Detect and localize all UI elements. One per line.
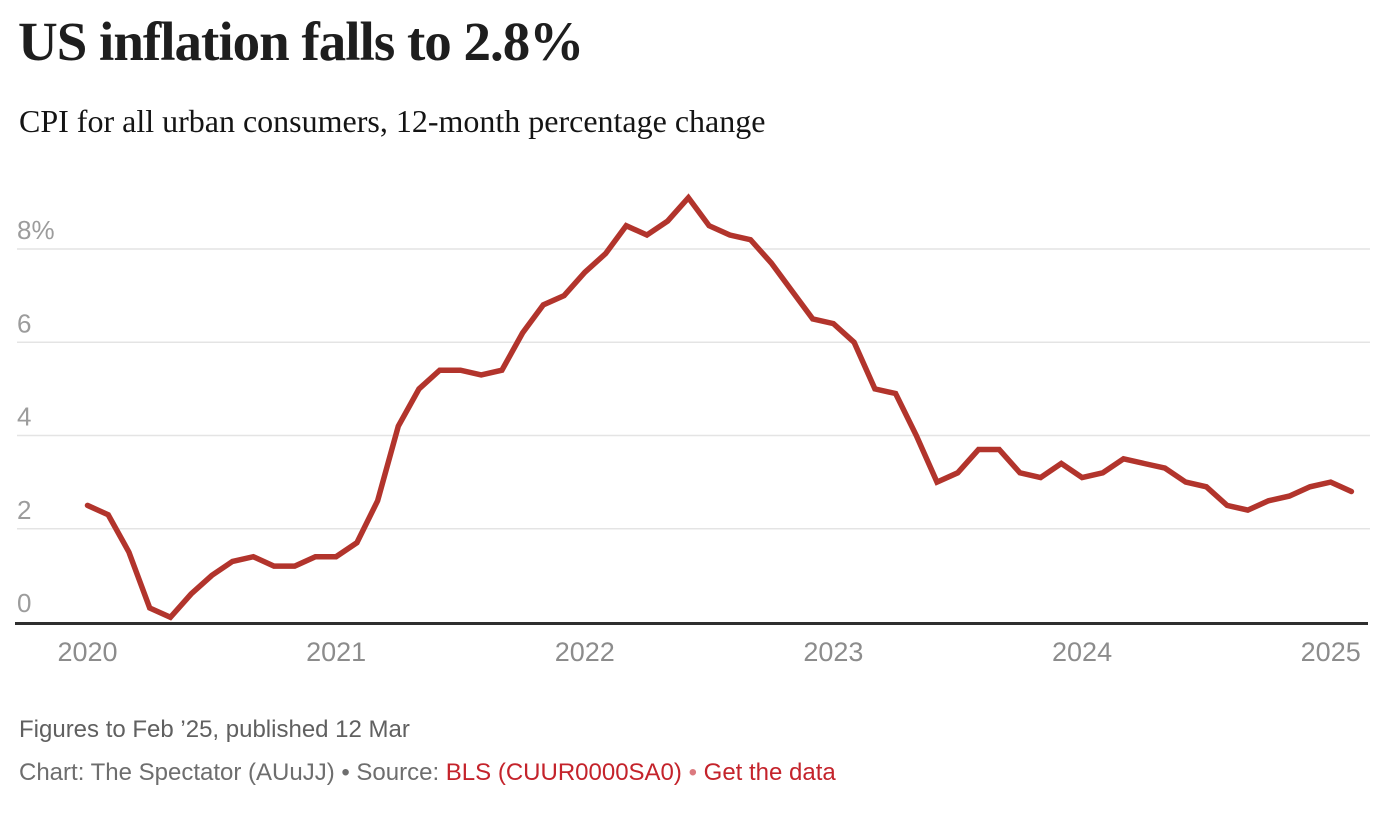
y-axis-label: 0: [17, 588, 31, 618]
chart-subtitle: CPI for all urban consumers, 12-month pe…: [19, 103, 766, 139]
x-axis-label: 2020: [57, 637, 117, 667]
x-axis-label: 2021: [306, 637, 366, 667]
x-axis-label: 2023: [803, 637, 863, 667]
y-axis-label: 2: [17, 495, 31, 525]
get-data-link[interactable]: Get the data: [703, 759, 836, 786]
attribution-separator: •: [681, 759, 704, 786]
footer-attribution: Chart: The Spectator (AUuJJ) • Source: B…: [19, 759, 836, 788]
chart-title: US inflation falls to 2.8%: [18, 11, 584, 72]
y-axis-label: 4: [17, 402, 31, 432]
x-axis-label: 2024: [1052, 637, 1112, 667]
source-link[interactable]: BLS (CUUR0000SA0): [445, 759, 682, 786]
footer-note: Figures to Feb ’25, published 12 Mar: [19, 716, 410, 743]
y-axis-label: 6: [17, 308, 31, 338]
inflation-line: [84, 193, 1355, 621]
attribution-prefix: Chart: The Spectator (AUuJJ) • Source:: [19, 759, 446, 786]
y-axis-label: 8%: [17, 215, 55, 245]
x-axis-label: 2025: [1301, 637, 1361, 667]
x-axis-label: 2022: [555, 637, 615, 667]
